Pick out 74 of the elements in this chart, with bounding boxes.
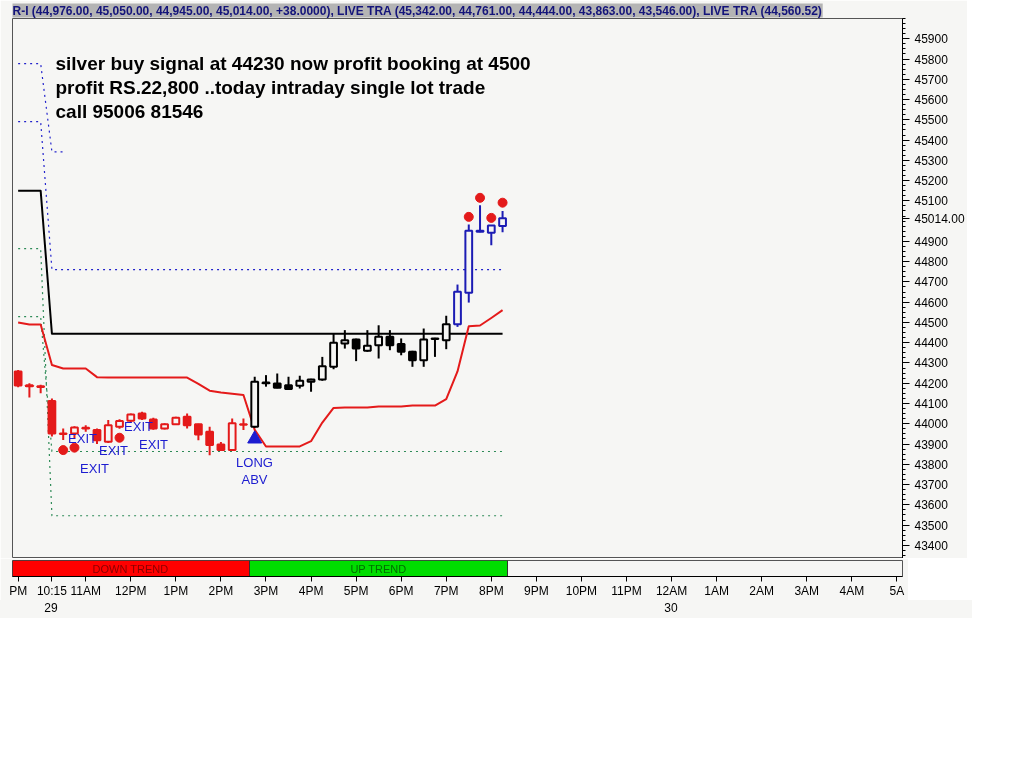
x-tick-label: 4PM [298, 583, 324, 598]
text: UP TREND [350, 562, 407, 575]
y-tick-label: 45700 [914, 72, 949, 87]
y-tick-label: 43800 [914, 457, 949, 472]
y-tick-label: 44900 [914, 234, 949, 249]
text: 30 [664, 600, 678, 617]
annotation: EXIT [139, 437, 169, 452]
x-tick-label: 12AM [655, 583, 688, 598]
y-tick-label: 44600 [914, 295, 949, 310]
x-tick-label: 2AM [749, 583, 775, 598]
annotation: LONG ABV [236, 454, 273, 487]
x-tick-label: 3AM [794, 583, 820, 598]
y-tick-label: 43400 [914, 538, 949, 553]
annotation: EXIT [124, 419, 154, 434]
y-tick-label: 45300 [914, 153, 949, 168]
y-tick-label: 45400 [914, 133, 949, 148]
y-tick-label: 43900 [914, 437, 949, 452]
y-tick-label: 44500 [914, 315, 949, 330]
y-tick-label: 45500 [914, 113, 949, 128]
x-tick-label: 10PM [565, 583, 598, 598]
candlestick [317, 355, 327, 382]
annotation: EXIT [80, 461, 110, 476]
x-tick-label: 1PM [163, 583, 189, 598]
y-tick-label: 45900 [914, 32, 949, 47]
chart-subtitle: R-I (44,976.00, 45,050.00, 44,945.00, 45,014.00, +38.0000), LIVE TRA (45,342.00, 44,761.00, 44,444.00, 43,863.00, 43,546.00), LIVE TRA (44,560.52) [12, 3, 822, 18]
y-tick-label: 44000 [914, 417, 949, 432]
x-tick-label: 2PM [208, 583, 234, 598]
x-tick-label: 8PM [478, 583, 504, 598]
x-tick-label: 5PM [343, 583, 369, 598]
x-tick-label: 11AM [70, 583, 101, 598]
candlestick [475, 204, 485, 234]
candlestick [430, 336, 440, 358]
y-tick-label: 45200 [914, 174, 949, 189]
y-tick-label: 44700 [914, 275, 949, 290]
y-tick-label: 44800 [914, 255, 949, 270]
annotation: silver buy signal at 44230 now profit booking at 4500 [55, 53, 531, 74]
point [463, 211, 474, 222]
text: 29 [44, 600, 58, 617]
x-tick-label: 6PM [388, 583, 414, 598]
annotation: call 95006 81546 [55, 101, 204, 122]
annotation: EXIT [99, 443, 129, 458]
point [475, 192, 486, 203]
x-tick-label: PM [9, 583, 28, 598]
point [486, 212, 497, 223]
x-tick-label: 4AM [839, 583, 865, 598]
x-tick-label: 12PM [115, 583, 147, 598]
text: DOWN TREND [92, 562, 169, 575]
y-tick-label: 45014.00 [914, 211, 965, 226]
y-tick-label: 45600 [914, 93, 949, 108]
y-tick-label: 43700 [914, 478, 949, 493]
y-tick-label: 44300 [914, 356, 949, 371]
candlestick [498, 210, 507, 234]
x-tick-label: 7PM [433, 583, 459, 598]
candlestick [205, 425, 215, 457]
x-tick-label: 1AM [704, 583, 729, 598]
x-tick-label: 3PM [253, 583, 279, 598]
x-tick-label: 10:15 [36, 583, 68, 598]
y-tick-label: 45100 [914, 194, 949, 209]
x-tick-label: 11PM [611, 583, 642, 598]
y-tick-label: 44400 [914, 336, 949, 351]
point [58, 445, 69, 456]
point [114, 432, 125, 443]
y-tick-label: 43500 [914, 518, 949, 533]
point [247, 430, 263, 444]
y-tick-label: 44100 [914, 396, 949, 411]
x-tick-label: 9PM [524, 583, 549, 598]
y-tick-label: 43600 [914, 498, 949, 513]
candlestick [351, 337, 361, 363]
point [497, 197, 508, 208]
annotation: profit RS.22,800 ..today intraday single lot trade [55, 77, 486, 98]
candlestick [486, 223, 496, 247]
y-tick-label: 45800 [914, 52, 949, 67]
x-tick-label: 5A [889, 583, 905, 598]
y-tick-label: 44200 [914, 376, 949, 391]
